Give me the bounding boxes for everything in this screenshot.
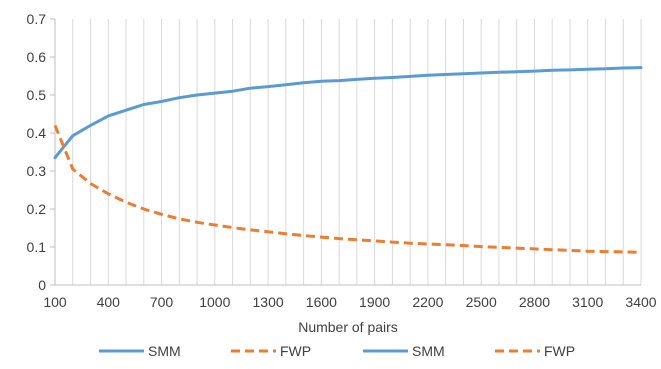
x-axis-title: Number of pairs — [298, 319, 398, 335]
y-tick-label: 0.7 — [27, 11, 47, 27]
legend-label: SMM — [148, 343, 181, 359]
series-lines — [53, 66, 643, 254]
gridlines — [54, 19, 642, 285]
legend: SMM FWP SMM FWP — [99, 343, 575, 359]
axes — [50, 18, 641, 286]
y-tick-label: 0.2 — [27, 201, 47, 217]
legend-label: FWP — [280, 343, 311, 359]
series-line-smm — [53, 66, 643, 160]
x-tick-label: 1600 — [306, 294, 337, 310]
x-tick-label: 100 — [43, 294, 67, 310]
y-tick-label: 0.1 — [27, 239, 47, 255]
x-tick-label: 3100 — [572, 294, 603, 310]
x-tick-label: 400 — [97, 294, 121, 310]
x-tick-label: 700 — [150, 294, 174, 310]
y-tick-label: 0.4 — [27, 125, 47, 141]
series-line-fwp — [53, 124, 642, 254]
x-tick-label: 1300 — [253, 294, 284, 310]
x-tick-label: 2200 — [412, 294, 443, 310]
legend-label: SMM — [412, 343, 445, 359]
y-tick-label: 0.6 — [27, 49, 47, 65]
x-tick-label: 2500 — [466, 294, 497, 310]
y-tick-label: 0 — [38, 277, 46, 293]
y-tick-labels: 0 0.1 0.2 0.3 0.4 0.5 0.6 0.7 — [27, 11, 47, 293]
x-tick-label: 2800 — [519, 294, 550, 310]
x-tick-label: 1900 — [359, 294, 390, 310]
y-tick-label: 0.5 — [27, 87, 47, 103]
x-tick-label: 3400 — [625, 294, 656, 310]
legend-label: FWP — [544, 343, 575, 359]
y-tick-label: 0.3 — [27, 163, 47, 179]
x-tick-labels: 100 400 700 1000 1300 1600 1900 2200 2500 2800 310… — [43, 294, 656, 310]
x-tick-label: 1000 — [199, 294, 230, 310]
